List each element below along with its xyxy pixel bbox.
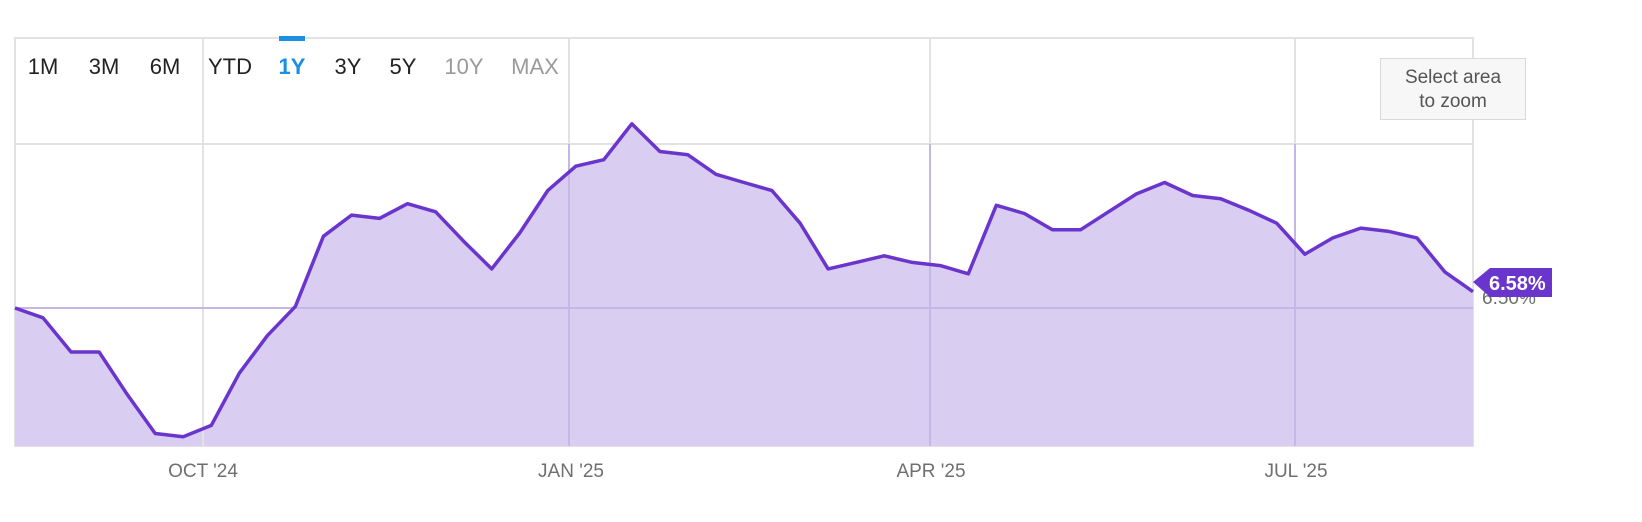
range-button-3y[interactable]: 3Y — [335, 54, 362, 79]
range-button-6m[interactable]: 6M — [150, 54, 181, 79]
range-button-max: MAX — [511, 54, 559, 79]
select-area-zoom-button[interactable]: Select area to zoom — [1380, 58, 1526, 120]
zoom-button-line1: Select area — [1404, 67, 1502, 88]
series-line — [14, 122, 1475, 439]
range-button-10y: 10Y — [444, 54, 483, 79]
range-button-3m[interactable]: 3M — [89, 54, 120, 79]
range-button-1m[interactable]: 1M — [28, 54, 59, 79]
last-value-tag-shape — [1473, 268, 1552, 297]
x-tick-label: JUL '25 — [1264, 461, 1327, 482]
last-value-tag: 6.58% — [1473, 268, 1552, 297]
series-area — [15, 123, 1473, 447]
zoom-button-line2: to zoom — [1419, 91, 1487, 112]
active-range-indicator — [279, 36, 305, 41]
x-tick-label: OCT '24 — [168, 461, 238, 482]
x-tick-label: APR '25 — [896, 461, 965, 482]
range-button-1y[interactable]: 1Y — [279, 54, 306, 79]
x-tick-label: JAN '25 — [538, 461, 604, 482]
last-value-label: 6.58% — [1489, 273, 1546, 295]
range-button-5y[interactable]: 5Y — [390, 54, 417, 79]
range-button-ytd[interactable]: YTD — [208, 54, 252, 79]
